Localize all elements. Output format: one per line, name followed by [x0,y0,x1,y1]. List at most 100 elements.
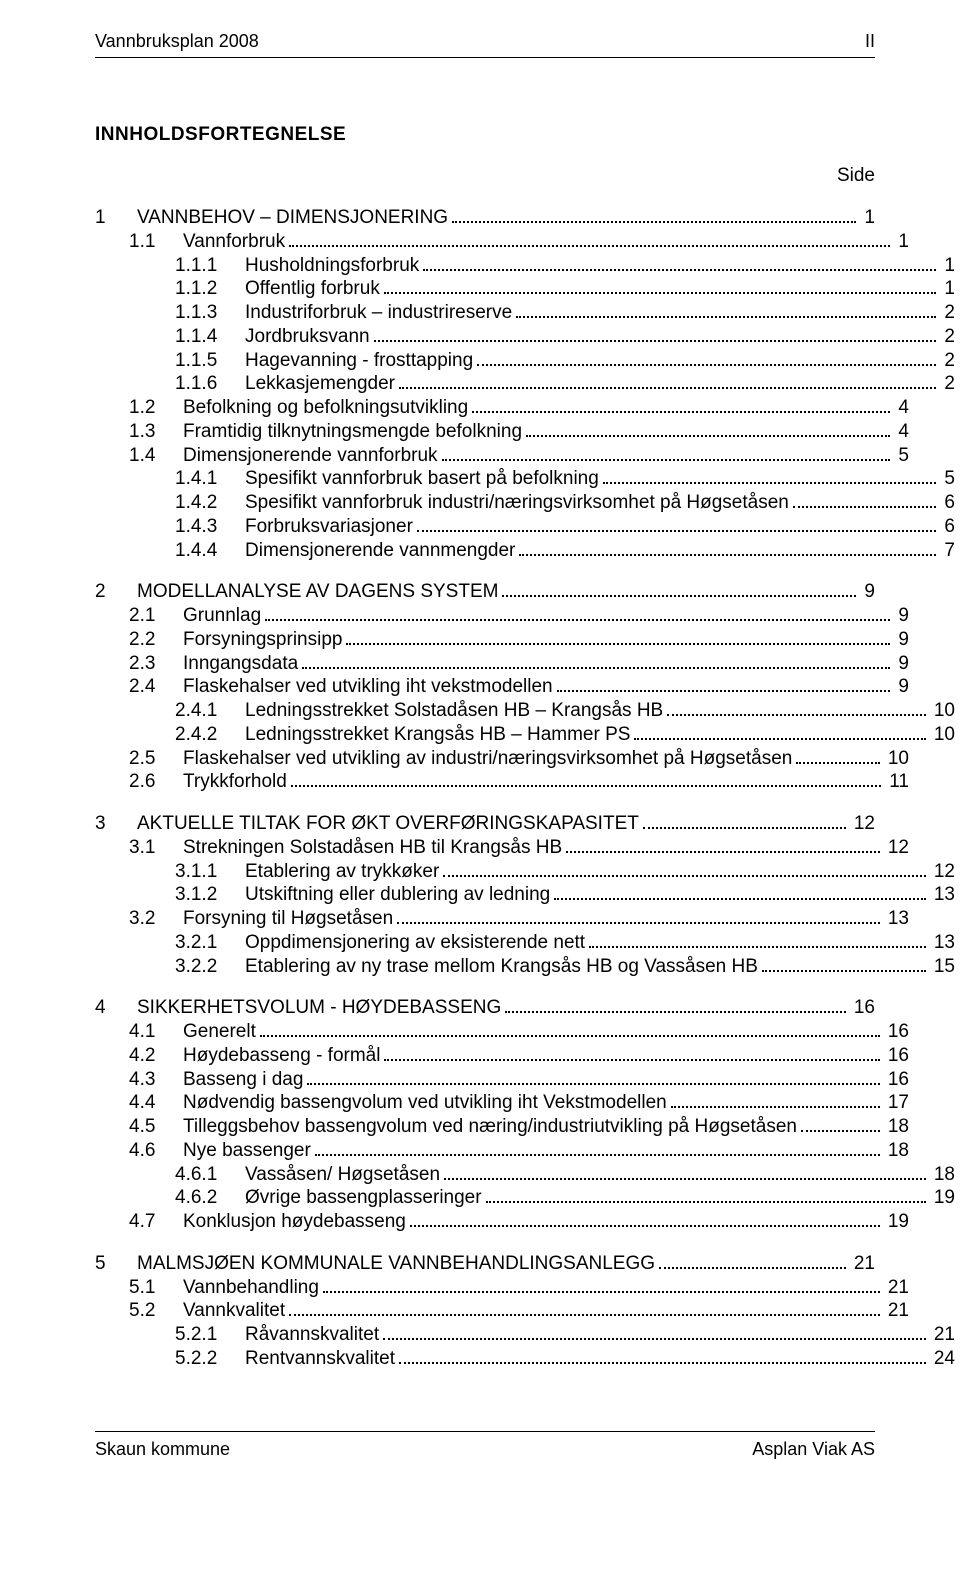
toc-leader-dots [307,1068,879,1084]
toc-list: 1VANNBEHOV – DIMENSJONERING11.1Vannforbr… [95,206,875,1371]
toc-row: 2MODELLANALYSE AV DAGENS SYSTEM9 [95,580,875,604]
toc-leader-dots [289,1300,880,1316]
toc-leader-dots [554,884,926,900]
toc-number: 5.2.2 [175,1347,245,1371]
toc-leader-dots [260,1021,880,1037]
toc-title: Vannbehandling [183,1276,319,1300]
toc-title: Høydebasseng - formål [183,1044,380,1068]
toc-number: 3.2 [129,907,183,931]
toc-row: 1.4Dimensjonerende vannforbruk5 [95,444,909,468]
toc-row: 4.3Basseng i dag16 [95,1068,909,1092]
toc-number: 3.1.1 [175,860,245,884]
toc-row: 1.3Framtidig tilknytningsmengde befolkni… [95,420,909,444]
toc-title: Jordbruksvann [245,325,370,349]
toc-page: 1 [894,230,909,254]
toc-row: 5.2.2Rentvannskvalitet24 [95,1347,955,1371]
toc-leader-dots [291,771,881,787]
toc-number: 4.4 [129,1091,183,1115]
toc-title: Strekningen Solstadåsen HB til Krangsås … [183,836,562,860]
toc-title: Ledningsstrekket Krangsås HB – Hammer PS [245,723,630,747]
toc-page: 16 [884,1068,909,1092]
toc-page: 10 [884,747,909,771]
toc-row: 2.4.2Ledningsstrekket Krangsås HB – Hamm… [95,723,955,747]
toc-row: 3.1Strekningen Solstadåsen HB til Krangs… [95,836,909,860]
toc-title: MODELLANALYSE AV DAGENS SYSTEM [137,580,498,604]
page-footer: Skaun kommune Asplan Viak AS [95,1431,875,1461]
toc-leader-dots [410,1211,880,1227]
toc-page: 13 [930,931,955,955]
toc-page: 1 [860,206,875,230]
toc-number: 2.2 [129,628,183,652]
toc-title: Oppdimensjonering av eksisterende nett [245,931,585,955]
toc-leader-dots [671,1092,880,1108]
document-page: Vannbruksplan 2008 II INNHOLDSFORTEGNELS… [0,0,960,1490]
toc-title: Spesifikt vannforbruk industri/næringsvi… [245,491,789,515]
toc-title: Etablering av ny trase mellom Krangsås H… [245,955,758,979]
toc-title: AKTUELLE TILTAK FOR ØKT OVERFØRINGSKAPAS… [137,812,639,836]
toc-number: 5 [95,1252,137,1276]
toc-page: 1 [940,277,955,301]
toc-title: Grunnlag [183,604,261,628]
toc-number: 2.1 [129,604,183,628]
toc-row: 3.2Forsyning til Høgsetåsen13 [95,907,909,931]
toc-row: 4SIKKERHETSVOLUM - HØYDEBASSENG16 [95,996,875,1020]
toc-row: 4.6Nye bassenger18 [95,1139,909,1163]
toc-title: Vassåsen/ Høgsetåsen [245,1163,440,1187]
toc-leader-dots [801,1116,880,1132]
toc-leader-dots [519,539,936,555]
toc-page: 9 [860,580,875,604]
toc-title: Forsyning til Høgsetåsen [183,907,393,931]
toc-number: 1.4.3 [175,515,245,539]
title-block: INNHOLDSFORTEGNELSE Side [95,123,875,189]
toc-number: 1.4.4 [175,539,245,563]
toc-row: 2.6Trykkforhold11 [95,770,909,794]
toc-number: 1.4 [129,444,183,468]
toc-page: 2 [940,325,955,349]
toc-heading: INNHOLDSFORTEGNELSE [95,123,875,147]
toc-page: 15 [930,955,955,979]
toc-title: Konklusjon høydebasseng [183,1210,406,1234]
toc-leader-dots [486,1187,926,1203]
toc-title: Ledningsstrekket Solstadåsen HB – Krangs… [245,699,663,723]
toc-leader-dots [346,629,890,645]
toc-title: Spesifikt vannforbruk basert på befolkni… [245,467,599,491]
toc-page: 7 [940,539,955,563]
toc-number: 2.4.2 [175,723,245,747]
toc-page: 17 [884,1091,909,1115]
toc-leader-dots [323,1276,880,1292]
toc-page: 19 [884,1210,909,1234]
toc-page: 10 [930,699,955,723]
toc-page: 5 [940,467,955,491]
toc-title: Befolkning og befolkningsutvikling [183,396,468,420]
toc-page: 11 [885,770,909,794]
toc-title: Offentlig forbruk [245,277,380,301]
toc-number: 1.4.2 [175,491,245,515]
toc-title: Flaskehalser ved utvikling iht vekstmode… [183,675,553,699]
toc-page: 2 [940,372,955,396]
toc-number: 5.2.1 [175,1323,245,1347]
toc-leader-dots [762,955,926,971]
toc-leader-dots [265,605,890,621]
toc-title: Basseng i dag [183,1068,303,1092]
toc-number: 4.7 [129,1210,183,1234]
toc-page: 16 [884,1044,909,1068]
toc-leader-dots [796,747,880,763]
toc-leader-dots [589,932,926,948]
toc-page: 12 [930,860,955,884]
toc-row: 4.6.1Vassåsen/ Høgsetåsen18 [95,1163,955,1187]
toc-row: 3AKTUELLE TILTAK FOR ØKT OVERFØRINGSKAPA… [95,812,875,836]
toc-page: 9 [894,628,909,652]
toc-row: 5MALMSJØEN KOMMUNALE VANNBEHANDLINGSANLE… [95,1252,875,1276]
toc-title: Framtidig tilknytningsmengde befolkning [183,420,522,444]
toc-number: 1.1.3 [175,301,245,325]
toc-number: 3.2.1 [175,931,245,955]
footer-right: Asplan Viak AS [752,1438,875,1461]
toc-row: 1.2Befolkning og befolkningsutvikling4 [95,396,909,420]
toc-leader-dots [289,231,890,247]
toc-leader-dots [505,997,846,1013]
toc-number: 4.5 [129,1115,183,1139]
toc-number: 3.2.2 [175,955,245,979]
toc-title: Flaskehalser ved utvikling av industri/n… [183,747,792,771]
toc-page: 19 [930,1186,955,1210]
toc-row: 4.7Konklusjon høydebasseng 19 [95,1210,909,1234]
